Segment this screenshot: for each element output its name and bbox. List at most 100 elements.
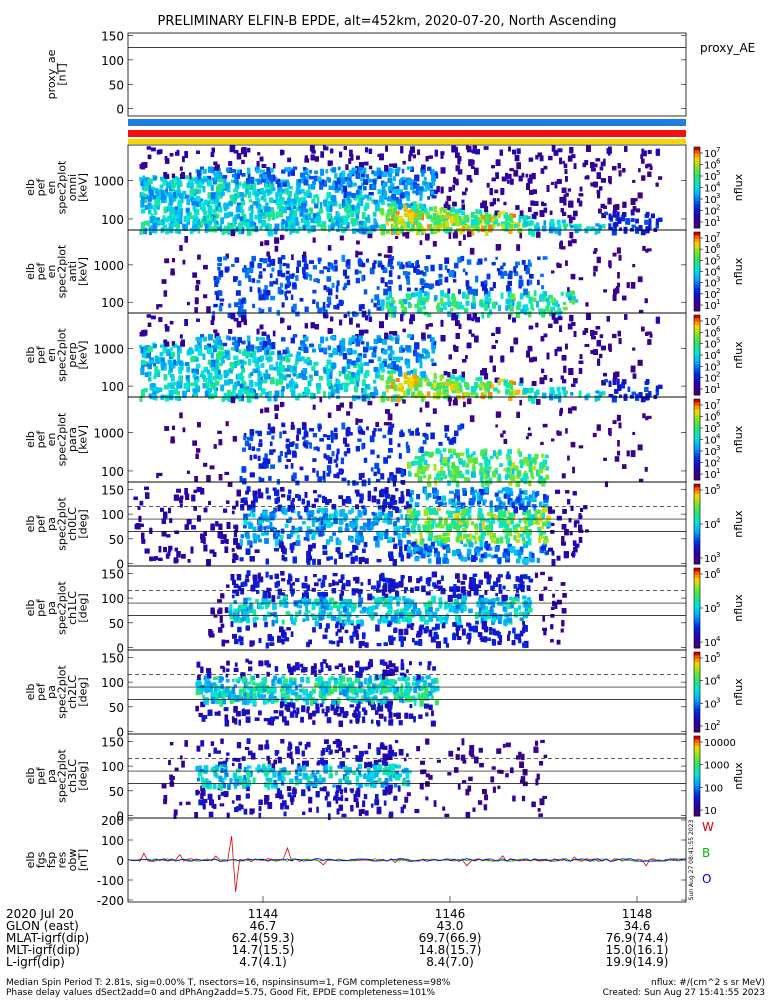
colorbar-segment <box>694 378 700 383</box>
colorbar-tick-label: 10 <box>704 328 717 339</box>
colorbar-tick-exponent: 1 <box>716 215 720 223</box>
colorbar-tick-label: 10 <box>704 520 717 531</box>
spectrogram-cells <box>208 570 567 649</box>
colorbar-segment <box>694 432 700 437</box>
colorbar-segment <box>694 494 700 498</box>
colorbar-segment <box>694 466 700 471</box>
colorbar-tick-label: 10 <box>704 470 717 481</box>
colorbar-tick-label: 10 <box>704 245 717 256</box>
colorbar-tick-exponent: 3 <box>716 444 720 452</box>
ylabel-fgs-0: elb <box>24 852 37 869</box>
colorbar-segment <box>694 652 700 656</box>
ytick-label: 0 <box>116 854 124 868</box>
colorbar-segment <box>694 365 700 369</box>
colorbar-tick-label: 10000 <box>704 738 736 749</box>
ylabel-ch0-1: pef <box>34 514 47 533</box>
ylabel-anti-5: [keV] <box>76 257 89 286</box>
ephemeris-value: 15.0(16.1) <box>606 943 669 957</box>
colorbar-segment <box>694 419 700 424</box>
colorbar-segment <box>694 325 700 329</box>
colorbar-segment <box>694 628 700 632</box>
colorbar-segment <box>694 473 700 478</box>
colorbar-segment <box>694 658 700 663</box>
ytick-label: 100 <box>101 760 124 774</box>
colorbar-segment <box>694 245 700 249</box>
colorbar-tick-exponent: 6 <box>716 567 721 575</box>
ylabel-fgs-3: res <box>55 851 68 868</box>
colorbar-segment <box>694 500 700 505</box>
colorbar-segment <box>694 588 700 592</box>
ytick-label: 1000 <box>93 259 124 273</box>
colorbar-tick-label: 10 <box>704 374 717 385</box>
colorbar-segment <box>694 792 700 797</box>
fgs-component-label-o: O <box>702 872 711 886</box>
colorbar-segment <box>694 601 700 606</box>
colorbar-segment <box>694 507 700 512</box>
colorbar-segment <box>694 534 700 538</box>
colorbar-segment <box>694 426 700 430</box>
colorbar-tick-label: 10 <box>704 268 717 279</box>
colorbar-segment <box>694 708 700 713</box>
ytick-label: 0 <box>116 103 124 117</box>
colorbar-tick-label: 10 <box>704 604 717 615</box>
colorbar-segment <box>694 611 700 616</box>
colorbar-segment <box>694 618 700 622</box>
ylabel-fgs-2: fsp <box>45 852 58 869</box>
ylabel-ch2-4: ch2LC <box>66 675 79 709</box>
footer-left-line1: Median Spin Period T: 2.81s, sig=0.00% T… <box>6 978 451 988</box>
colorbar-segment <box>694 415 700 420</box>
ylabel-ch0-5: [deg] <box>76 509 89 538</box>
colorbar-segment <box>694 190 700 195</box>
ytick-label: 150 <box>101 735 124 749</box>
ylabel-ch2-3: spec2plot <box>55 665 68 719</box>
colorbar-segment <box>694 702 700 706</box>
spectrogram-cells <box>139 313 663 404</box>
colorbar-segment <box>694 180 700 185</box>
colorbar-segment <box>694 746 700 750</box>
colorbar-segment <box>694 368 700 373</box>
colorbar-segment <box>694 304 700 309</box>
colorbar-segment <box>694 634 700 639</box>
ephemeris-value: 14.8(15.7) <box>419 943 482 957</box>
ylabel-ch0-4: ch0LC <box>66 507 79 541</box>
colorbar-segment <box>694 453 700 457</box>
colorbar-segment <box>694 224 700 229</box>
ephemeris-value: 43.0 <box>437 919 464 933</box>
colorbar-segment <box>694 796 700 800</box>
colorbar-segment <box>694 624 700 629</box>
ytick-label: 100 <box>101 296 124 310</box>
ylabel-ch3-1: pef <box>34 766 47 785</box>
colorbar-label: nflux <box>732 510 745 538</box>
ylabel-fgs-1: fgs <box>34 851 47 868</box>
colorbar-tick-exponent: 5 <box>716 483 720 491</box>
colorbar-tick-label: 10 <box>704 385 717 396</box>
colorbar-segment <box>694 371 700 376</box>
time-tick-label: 1148 <box>622 907 653 921</box>
ytick-label: -100 <box>97 874 124 888</box>
ylabel-ch2-1: pef <box>34 682 47 701</box>
colorbar-label: nflux <box>732 173 745 201</box>
fgs-trace-w <box>127 835 687 893</box>
colorbar-segment <box>694 578 700 582</box>
colorbar-segment <box>694 736 700 740</box>
colorbar-segment <box>694 725 700 730</box>
colorbar-segment <box>694 476 700 481</box>
colorbar-segment <box>694 375 700 379</box>
colorbar-tick-exponent: 4 <box>716 433 721 441</box>
ytick-label: 50 <box>109 785 124 799</box>
spectrogram-cells <box>133 486 589 566</box>
colorbar-tick-label: 10 <box>704 234 717 245</box>
state-bar-yellow <box>128 139 686 144</box>
colorbar-segment <box>694 782 700 787</box>
colorbar-tick-exponent: 3 <box>716 192 720 200</box>
colorbar-segment <box>694 232 700 236</box>
fgs-trace-b <box>127 858 687 862</box>
colorbar-tick-label: 10 <box>704 362 717 373</box>
colorbar-tick-exponent: 2 <box>716 371 720 379</box>
colorbar-segment <box>694 194 700 199</box>
ytick-label: 100 <box>101 676 124 690</box>
colorbar-segment <box>694 644 700 649</box>
colorbar-segment <box>694 170 700 175</box>
ytick-label: 200 <box>101 814 124 828</box>
colorbar-segment <box>694 147 700 151</box>
